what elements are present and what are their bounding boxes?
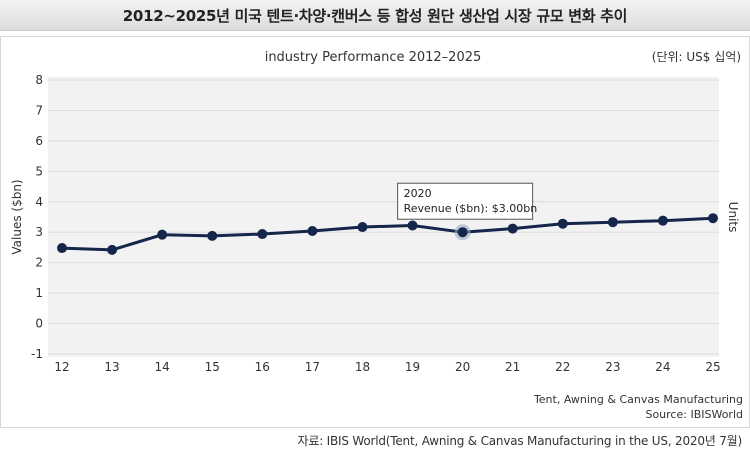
x-tick-label: 24 [655, 360, 670, 374]
data-point [557, 218, 568, 229]
data-point [57, 243, 67, 254]
y-tick-label: 6 [35, 134, 43, 148]
x-tick-label: 22 [555, 360, 570, 374]
x-tick-label: 16 [255, 360, 270, 374]
y-tick-label: 3 [35, 225, 43, 239]
x-tick-label: 15 [205, 360, 220, 374]
footnote-industry: Tent, Awning & Canvas Manufacturing [533, 393, 743, 406]
data-point [407, 220, 418, 231]
y-tick-label: 8 [35, 73, 43, 87]
data-point [708, 213, 718, 224]
y-tick-label: 7 [35, 103, 43, 117]
x-tick-label: 14 [155, 360, 170, 374]
chart-panel: -1 0 1 2 3 4 5 6 7 8 12 13 14 15 16 17 18 19 20 21 22 23 24 25 i… [0, 36, 750, 428]
x-tick-label: 25 [705, 360, 720, 374]
data-point [457, 227, 468, 238]
chart-title: industry Performance 2012–2025 [265, 50, 482, 65]
data-point [507, 223, 518, 234]
x-tick-label: 21 [505, 360, 520, 374]
x-tick-label: 18 [355, 360, 370, 374]
y-tick-label: 1 [35, 286, 43, 300]
title-band: 2012~2025년 미국 텐트·차양·캔버스 등 합성 원단 생산업 시장 규… [0, 0, 750, 31]
tooltip-value: Revenue ($bn): $3.00bn [404, 202, 538, 215]
y-tick-label: 5 [35, 164, 43, 178]
y-tick-label: 4 [35, 195, 43, 209]
y-axis-label: Values ($bn) [10, 179, 24, 254]
data-point [607, 217, 618, 228]
data-point [307, 226, 318, 237]
unit-note: (단위: US$ 십억) [652, 50, 741, 64]
x-tick-label: 13 [104, 360, 119, 374]
data-point [357, 222, 368, 233]
x-tick-label: 19 [405, 360, 420, 374]
y-tick-label: -1 [31, 347, 43, 361]
data-point [257, 229, 268, 240]
x-tick-label: 20 [455, 360, 470, 374]
series-line [61, 216, 714, 252]
source-note: 자료: IBIS World(Tent, Awning & Canvas Man… [297, 434, 743, 448]
y2-axis-label: Units [726, 202, 740, 233]
tooltip-box [397, 182, 534, 220]
footnote-source: Source: IBISWorld [645, 408, 743, 421]
data-point [157, 229, 168, 240]
data-point [207, 230, 218, 241]
data-point [107, 244, 118, 255]
tooltip-year: 2020 [404, 187, 432, 200]
plot-area [48, 77, 719, 357]
y-tick-label: 0 [35, 317, 43, 331]
page-title: 2012~2025년 미국 텐트·차양·캔버스 등 합성 원단 생산업 시장 규… [122, 6, 628, 25]
y-tick-label: 2 [35, 256, 43, 270]
x-tick-label: 17 [305, 360, 320, 374]
x-tick-label: 23 [605, 360, 620, 374]
x-tick-label: 12 [54, 360, 69, 374]
data-point [657, 215, 668, 226]
